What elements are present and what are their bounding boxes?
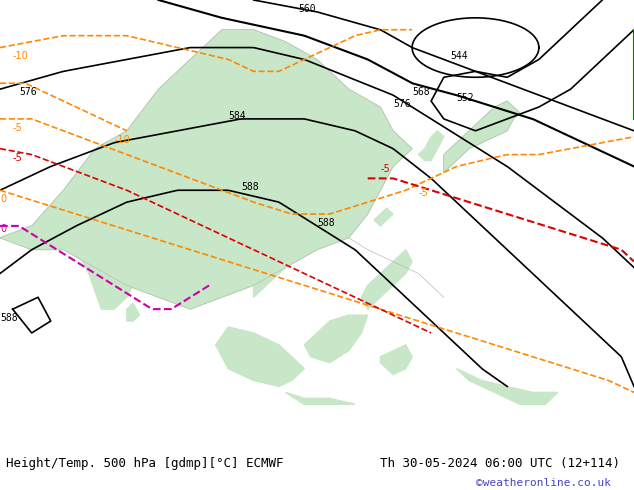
Polygon shape [418,131,444,161]
Text: -5: -5 [13,123,22,133]
Polygon shape [361,250,412,309]
Polygon shape [456,368,558,404]
Text: 588: 588 [241,182,259,192]
Polygon shape [216,327,304,387]
Polygon shape [444,101,520,172]
Text: ©weatheronline.co.uk: ©weatheronline.co.uk [476,478,611,488]
Polygon shape [228,226,317,297]
Text: 568: 568 [412,87,430,97]
Polygon shape [0,30,412,309]
Polygon shape [0,178,190,309]
Polygon shape [374,208,393,226]
Text: -10: -10 [13,51,29,61]
Text: 588: 588 [317,218,335,228]
Polygon shape [127,303,139,321]
Polygon shape [304,315,368,363]
Text: 544: 544 [450,51,468,61]
Text: 584: 584 [228,111,246,121]
Text: 588: 588 [0,313,18,323]
Text: -5: -5 [380,165,390,174]
Text: 552: 552 [456,93,474,103]
Text: 576: 576 [393,99,411,109]
Text: 0: 0 [0,194,6,204]
Text: -5: -5 [418,188,428,198]
Polygon shape [380,345,412,374]
Text: 576: 576 [19,87,37,97]
Text: Th 30-05-2024 06:00 UTC (12+114): Th 30-05-2024 06:00 UTC (12+114) [380,457,621,469]
Text: -10: -10 [114,135,130,145]
Text: Height/Temp. 500 hPa [gdmp][°C] ECMWF: Height/Temp. 500 hPa [gdmp][°C] ECMWF [6,457,284,469]
Polygon shape [285,392,355,404]
Text: 0: 0 [0,224,6,234]
Text: 560: 560 [298,4,316,14]
Text: -5: -5 [13,152,22,163]
